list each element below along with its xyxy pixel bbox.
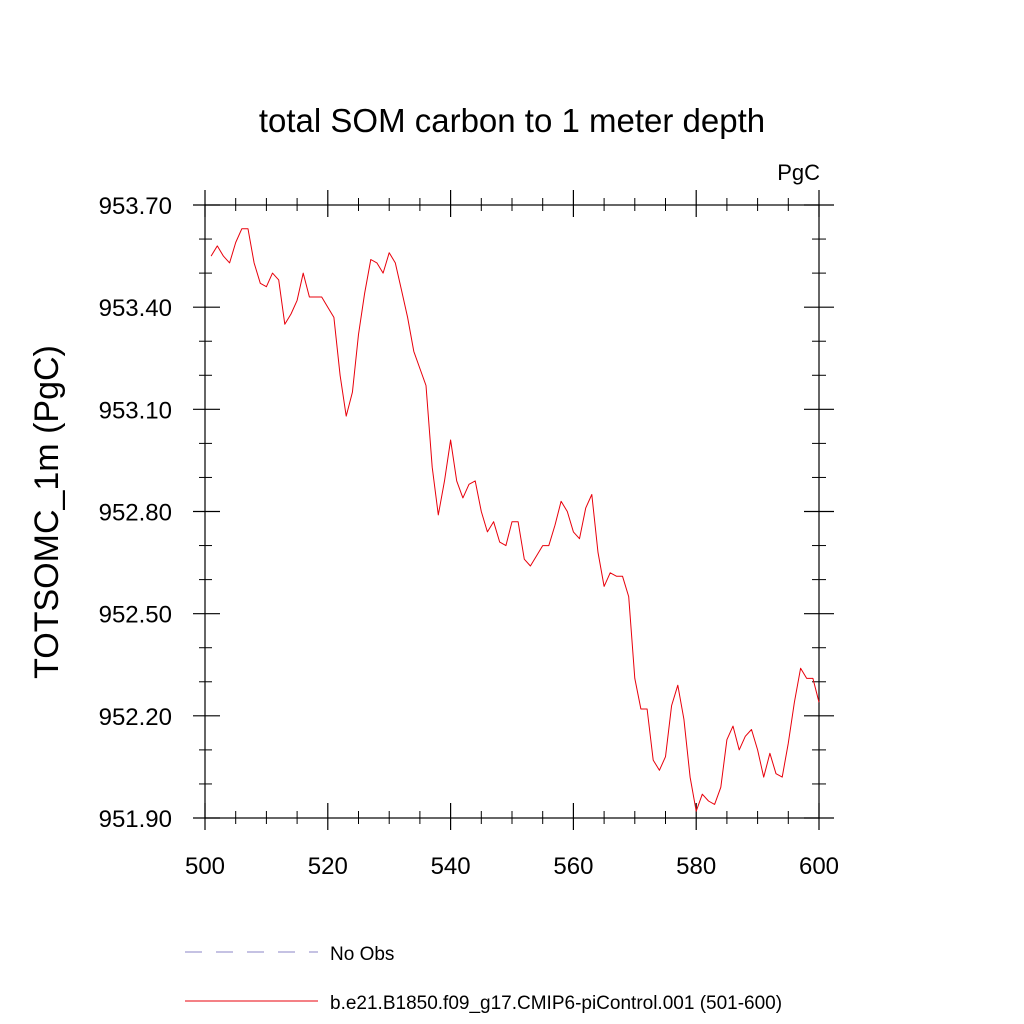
legend-label-model-run: b.e21.B1850.f09_g17.CMIP6-piControl.001 … (330, 993, 782, 1014)
x-tick-label: 500 (185, 853, 225, 880)
y-axis-ticks (193, 204, 834, 819)
y-tick-label: 952.50 (99, 602, 172, 629)
y-axis-tick-labels: 951.90 952.20 952.50 952.80 953.10 953.40 953.… (99, 193, 172, 833)
units-label: PgC (777, 160, 820, 185)
x-axis-ticks (204, 190, 820, 830)
y-tick-label: 953.10 (99, 397, 172, 424)
y-tick-label: 953.70 (99, 193, 172, 220)
x-axis-tick-labels: 500 520 540 560 580 600 (185, 853, 839, 880)
x-tick-label: 560 (553, 853, 593, 880)
y-axis-label: TOTSOMC_1m (PgC) (28, 345, 66, 679)
plot-frame (204, 204, 820, 819)
y-tick-label: 952.20 (99, 704, 172, 731)
legend-label-no-obs: No Obs (330, 944, 394, 965)
x-tick-label: 580 (676, 853, 716, 880)
x-tick-label: 520 (308, 853, 348, 880)
x-tick-label: 600 (799, 853, 839, 880)
y-tick-label: 951.90 (99, 806, 172, 833)
legend: No Obs b.e21.B1850.f09_g17.CMIP6-piContr… (185, 944, 782, 1014)
x-tick-label: 540 (431, 853, 471, 880)
y-tick-label: 952.80 (99, 500, 172, 527)
series-line (210, 228, 820, 812)
y-tick-label: 953.40 (99, 295, 172, 322)
chart-title: total SOM carbon to 1 meter depth (259, 102, 765, 139)
series-layer (210, 228, 820, 812)
